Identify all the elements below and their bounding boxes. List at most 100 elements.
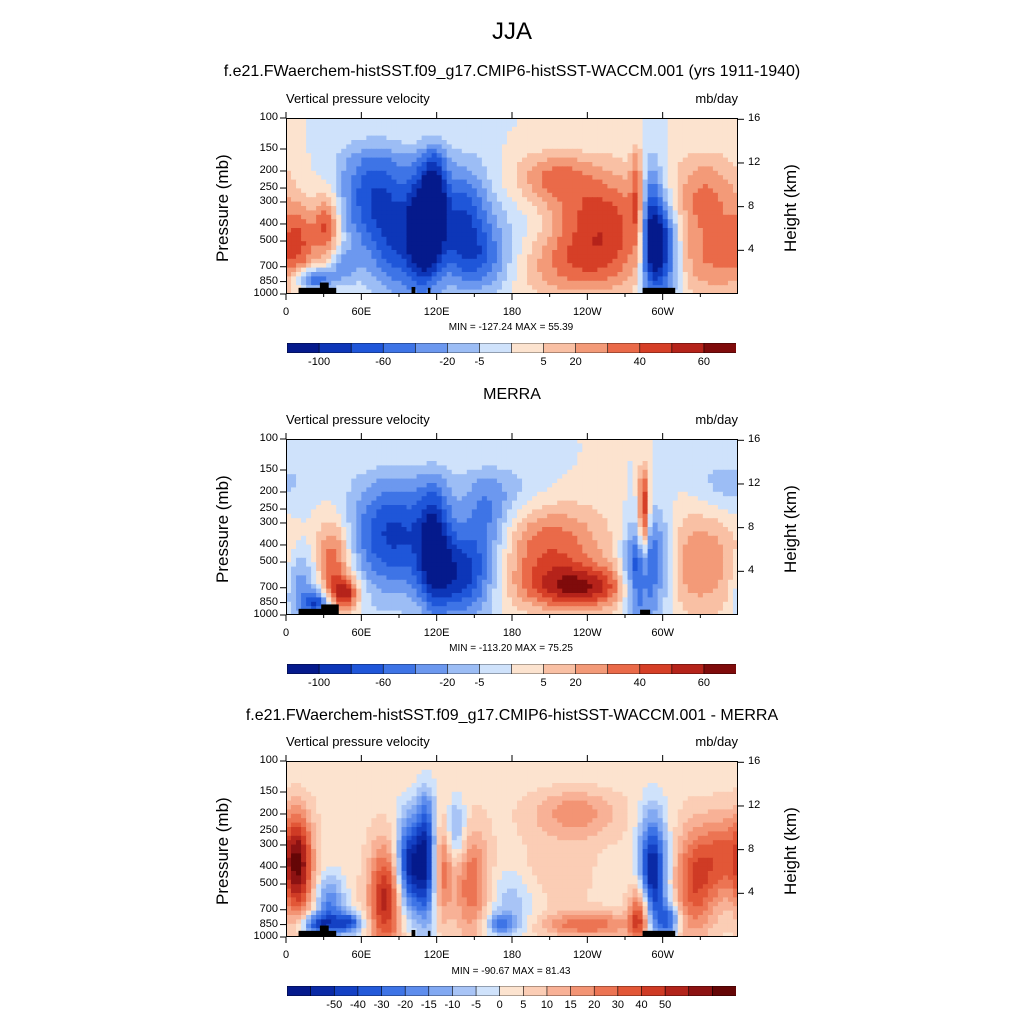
field-cell [446,250,453,255]
field-cell [336,157,342,163]
field-cell [632,210,639,216]
field-cell [517,188,523,194]
field-cell [682,153,689,159]
field-cell [416,267,423,273]
field-cell [491,214,498,220]
field-cell [522,153,528,159]
field-cell [491,465,498,471]
field-cell [506,474,513,480]
field-cell [732,122,738,128]
field-cell [301,254,307,260]
field-cell [632,478,639,484]
field-cell [446,258,453,264]
field-cell [687,245,694,251]
field-cell [522,175,528,181]
field-cell [577,483,583,488]
field-cell [446,118,453,123]
field-cell [366,478,372,484]
field-cell [732,267,738,273]
field-cell [702,228,709,233]
field-cell [436,148,443,154]
field-cell [421,157,428,163]
field-cell [702,223,709,229]
field-cell [371,179,377,185]
field-cell [532,456,538,462]
field-cell [637,289,644,294]
field-cell [351,201,357,207]
field-cell [672,487,679,493]
field-cell [431,197,438,203]
field-cell [662,254,669,260]
field-cell [331,184,337,189]
field-cell [537,245,543,251]
field-cell [707,157,714,163]
field-cell [552,439,558,444]
field-cell [532,254,538,260]
field-cell [712,461,719,466]
field-cell [537,276,543,282]
field-cell [361,267,367,273]
field-cell [376,456,383,462]
field-cell [547,192,553,198]
field-cell [712,206,719,211]
field-cell [316,232,322,238]
field-cell [662,131,669,137]
field-cell [346,491,352,497]
field-cell [647,188,654,194]
field-cell [552,456,558,462]
field-cell [336,223,342,229]
field-cell [567,254,573,260]
field-cell [421,201,428,207]
field-cell [692,272,699,277]
field-cell [687,144,694,150]
field-cell [466,223,473,229]
field-cell [471,206,478,211]
field-cell [637,465,644,471]
field-cell [582,491,588,497]
field-cell [647,197,654,203]
field-cell [471,126,478,132]
field-cell [311,500,317,506]
topography-mask [427,287,431,294]
field-cell [286,263,292,269]
field-cell [506,157,513,163]
field-cell [607,184,614,189]
field-cell [346,223,352,229]
field-cell [481,126,488,132]
field-cell [532,241,538,247]
field-cell [391,447,398,453]
field-cell [537,500,543,506]
field-cell [667,245,674,251]
field-cell [431,500,438,506]
field-cell [547,201,553,207]
field-cell [667,184,674,189]
field-cell [496,461,503,466]
field-cell [411,197,418,203]
field-cell [301,280,307,286]
field-cell [657,478,664,484]
field-cell [326,245,332,251]
field-cell [682,276,689,282]
colorbar-swatch [543,343,577,353]
field-cell [366,452,372,458]
field-cell [456,285,463,291]
field-cell [461,258,468,264]
field-cell [562,272,568,277]
field-cell [607,166,614,172]
field-cell [622,131,629,137]
field-cell [517,456,523,462]
field-cell [361,144,367,150]
field-cell [607,280,614,286]
field-cell [707,166,714,172]
field-cell [732,245,738,251]
field-cell [627,447,634,453]
field-cell [697,272,704,277]
field-cell [622,197,629,203]
field-cell [296,439,302,444]
main-title: JJA [491,18,532,45]
field-cell [496,140,503,145]
field-cell [336,162,342,167]
field-cell [672,276,679,282]
field-cell [587,197,593,203]
field-cell [612,285,619,291]
